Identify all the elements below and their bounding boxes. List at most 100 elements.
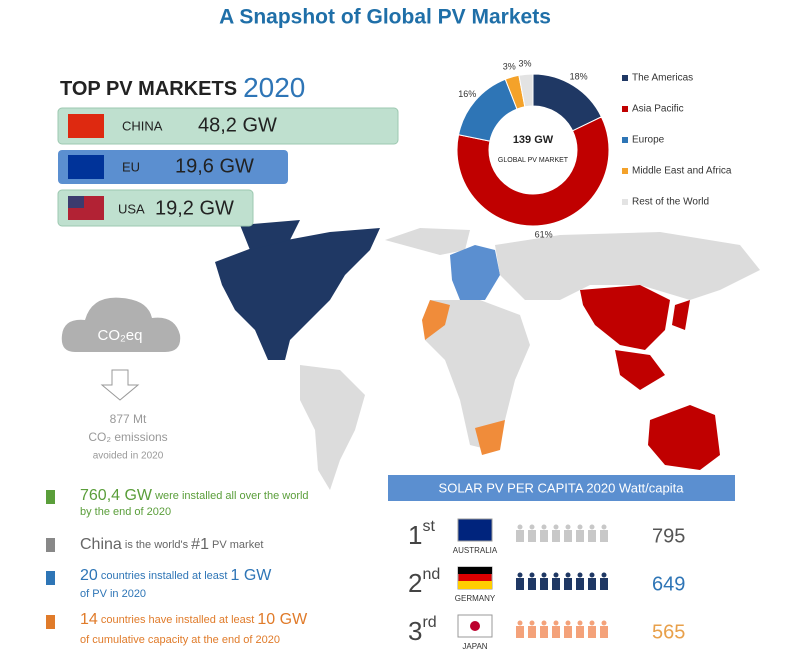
rank-number: 3 (408, 616, 422, 646)
person-body (516, 530, 524, 542)
person-body (552, 530, 560, 542)
per-capita-title: SOLAR PV PER CAPITA 2020 Watt/capita (439, 480, 685, 495)
legend-label: Europe (632, 135, 665, 146)
legend-label: The Americas (632, 73, 693, 84)
person-head (601, 524, 607, 530)
flag-canton (68, 196, 84, 208)
market-value: 19,6 GW (175, 155, 254, 177)
fact-highlight: 10 GW (257, 611, 308, 628)
person-body (588, 626, 596, 638)
person-head (553, 524, 559, 530)
cloud-text: CO₂eq (97, 327, 142, 344)
person-body (564, 626, 572, 638)
fact-highlight: #1 (191, 536, 209, 553)
flag (68, 155, 104, 179)
fact: of PV in 2020 (80, 588, 146, 600)
market-country: EU (122, 159, 140, 174)
fact: 20 countries installed at least 1 GW (80, 567, 272, 584)
per-capita-value: 565 (652, 621, 685, 643)
fact-text: countries have installed at least (98, 614, 258, 626)
person-head (553, 620, 559, 626)
person-head (565, 572, 571, 578)
per-capita-header (388, 475, 735, 501)
fact-highlight: 1 GW (230, 567, 272, 584)
person-head (517, 620, 523, 626)
person-head (541, 524, 547, 530)
person-head (529, 572, 535, 578)
top-markets-heading: TOP PV MARKETS 2020 (60, 72, 305, 103)
fact-icon (46, 615, 55, 629)
pie-label: 3% (503, 62, 516, 72)
fact-icon (46, 490, 55, 504)
person-head (577, 524, 583, 530)
person-head (577, 572, 583, 578)
flag (457, 518, 493, 542)
person-head (517, 524, 523, 530)
person-head (517, 572, 523, 578)
legend-label: Middle East and Africa (632, 166, 732, 177)
person-body (600, 626, 608, 638)
fact: 14 countries have installed at least 10 … (80, 611, 308, 628)
market-row (57, 189, 254, 227)
fact-highlight: 14 (80, 611, 98, 628)
rank-suffix: rd (422, 614, 436, 631)
person-body (540, 626, 548, 638)
fact-icon (46, 538, 55, 552)
per-capita-value: 649 (652, 573, 685, 595)
person-body (600, 578, 608, 590)
legend-swatch (622, 199, 628, 205)
person-head (529, 620, 535, 626)
rank: 2nd (408, 566, 440, 598)
fact-text: is the world's (122, 539, 191, 551)
fact: 760,4 GW were installed all over the wor… (80, 487, 309, 504)
world-map (215, 220, 760, 490)
rank-country: AUSTRALIA (453, 546, 498, 555)
fact-text: PV market (209, 539, 263, 551)
person-head (529, 524, 535, 530)
person-body (540, 578, 548, 590)
market-value: 48,2 GW (198, 114, 277, 136)
market-row (57, 107, 399, 145)
pie-label: 3% (518, 59, 531, 69)
pie-slice (518, 73, 534, 108)
flag (68, 114, 104, 138)
person-head (541, 620, 547, 626)
arrow (100, 369, 140, 401)
fact-icon (46, 571, 55, 585)
person-body (588, 530, 596, 542)
pie-label: 61% (535, 230, 553, 240)
legend-swatch (622, 75, 628, 81)
fact: by the end of 2020 (80, 506, 171, 518)
rank-number: 2 (408, 568, 422, 598)
per-capita-value: 795 (652, 525, 685, 547)
person-head (601, 620, 607, 626)
legend-swatch (622, 168, 628, 174)
flag-band (458, 581, 492, 589)
person-body (576, 626, 584, 638)
market-row (58, 150, 288, 184)
pie-center-value: 139 GW (513, 134, 554, 146)
person-body (516, 578, 524, 590)
fact-highlight: 20 (80, 567, 98, 584)
co2-line: avoided in 2020 (93, 451, 164, 462)
person-head (565, 524, 571, 530)
person-body (540, 530, 548, 542)
fact: of cumulative capacity at the end of 202… (80, 634, 280, 646)
title: A Snapshot of Global PV Markets (219, 6, 551, 29)
rank-country: JAPAN (462, 642, 487, 651)
person-body (564, 530, 572, 542)
fact-text: were installed all over the world (152, 490, 309, 502)
pie-label: 16% (458, 89, 476, 99)
market-country: CHINA (122, 118, 163, 133)
rank: 3rd (408, 614, 437, 646)
person-head (589, 524, 595, 530)
person-body (576, 530, 584, 542)
rank-country: GERMANY (455, 594, 496, 603)
person-body (552, 626, 560, 638)
rank-number: 1 (408, 520, 422, 550)
legend-swatch (622, 106, 628, 112)
pie-slice (456, 116, 610, 227)
person-head (541, 572, 547, 578)
cloud (61, 297, 181, 352)
